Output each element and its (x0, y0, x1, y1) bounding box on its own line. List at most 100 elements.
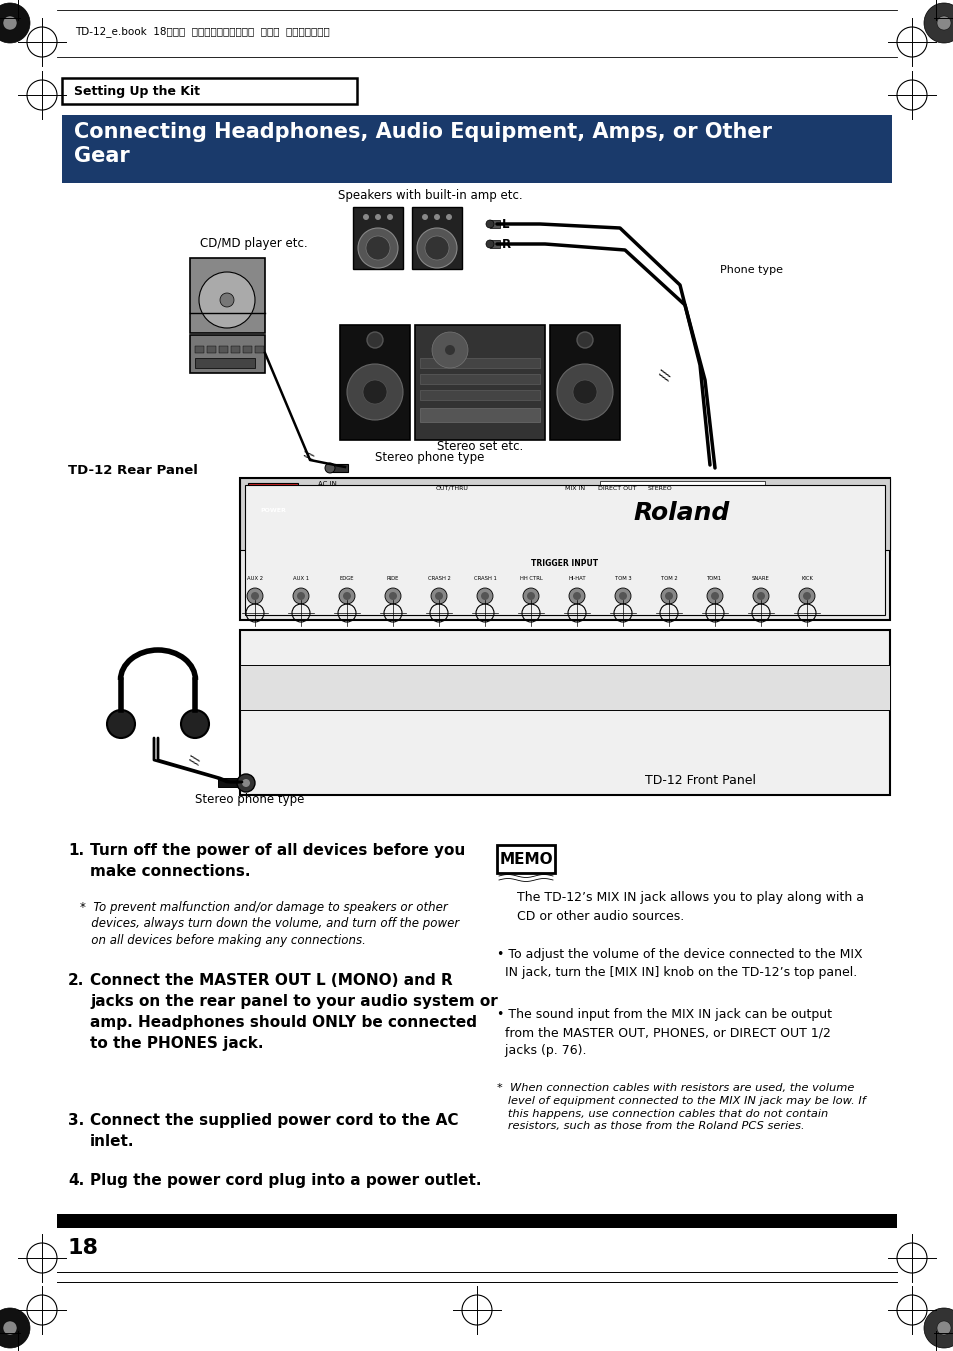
Text: Connect the supplied power cord to the AC
inlet.: Connect the supplied power cord to the A… (90, 1113, 458, 1148)
Circle shape (923, 3, 953, 43)
Circle shape (414, 503, 436, 526)
Text: AC IN: AC IN (317, 481, 336, 486)
Bar (419, 408, 539, 422)
Circle shape (936, 1321, 950, 1335)
Text: HH CTRL: HH CTRL (519, 576, 542, 581)
Text: Plug the power cord plug into a power outlet.: Plug the power cord plug into a power ou… (90, 1173, 481, 1188)
Circle shape (799, 588, 814, 604)
Text: R: R (501, 238, 511, 250)
Text: TOM 3: TOM 3 (614, 576, 631, 581)
Text: Stereo set etc.: Stereo set etc. (436, 440, 522, 454)
Bar (57, 1215, 896, 1228)
Bar (248, 484, 297, 538)
Text: Stereo phone type: Stereo phone type (194, 793, 304, 807)
Text: DIRECT OUT: DIRECT OUT (598, 485, 636, 490)
Circle shape (107, 711, 135, 738)
Circle shape (434, 213, 439, 220)
Text: AUX 1: AUX 1 (293, 576, 309, 581)
Bar (490, 220, 499, 228)
Circle shape (431, 588, 447, 604)
Circle shape (435, 592, 442, 600)
Bar (219, 346, 228, 353)
Bar (207, 346, 215, 353)
Circle shape (485, 220, 494, 228)
Text: STEREO: STEREO (647, 485, 672, 490)
Circle shape (923, 1308, 953, 1348)
Text: TRIGGER INPUT: TRIGGER INPUT (531, 558, 598, 567)
Circle shape (480, 592, 489, 600)
Bar (240, 478, 889, 620)
Text: *  To prevent malfunction and/or damage to speakers or other
   devices, always : * To prevent malfunction and/or damage t… (80, 901, 458, 947)
Circle shape (363, 380, 387, 404)
Text: TOM 2: TOM 2 (659, 576, 677, 581)
Circle shape (251, 592, 258, 600)
Circle shape (378, 503, 400, 526)
Circle shape (476, 588, 493, 604)
Bar (194, 358, 254, 367)
Text: SNARE: SNARE (751, 576, 769, 581)
Text: MEMO: MEMO (498, 851, 552, 866)
Text: Stereo phone type: Stereo phone type (375, 451, 484, 465)
Circle shape (618, 592, 626, 600)
Bar (550, 326, 619, 440)
Circle shape (416, 228, 456, 267)
Text: 1.: 1. (68, 843, 84, 858)
Text: L: L (501, 218, 509, 231)
Bar (243, 346, 252, 353)
Circle shape (0, 1308, 30, 1348)
Text: • To adjust the volume of the device connected to the MIX
  IN jack, turn the [M: • To adjust the volume of the device con… (497, 948, 862, 979)
Circle shape (384, 508, 395, 520)
Circle shape (664, 592, 672, 600)
Bar (330, 463, 348, 471)
Circle shape (444, 345, 455, 355)
Circle shape (3, 1321, 17, 1335)
Circle shape (354, 508, 366, 520)
Text: Connecting Headphones, Audio Equipment, Amps, or Other
Gear: Connecting Headphones, Audio Equipment, … (74, 122, 771, 166)
Text: Phone type: Phone type (720, 265, 782, 276)
Circle shape (526, 592, 535, 600)
Text: • The sound input from the MIX IN jack can be output
  from the MASTER OUT, PHON: • The sound input from the MIX IN jack c… (497, 1008, 831, 1056)
Circle shape (3, 16, 17, 30)
Circle shape (757, 592, 764, 600)
Text: 3.: 3. (68, 1113, 84, 1128)
Circle shape (296, 592, 305, 600)
Text: EDGE: EDGE (339, 576, 354, 581)
Circle shape (522, 588, 538, 604)
Circle shape (366, 236, 390, 259)
Circle shape (706, 588, 722, 604)
Text: TD-12_e.book  18ページ  ２００５年２月１８日  金曜日  午後６時３９分: TD-12_e.book 18ページ ２００５年２月１８日 金曜日 午後６時３９… (75, 27, 330, 38)
Text: 4.: 4. (68, 1173, 84, 1188)
Circle shape (418, 508, 431, 520)
Text: HI-HAT: HI-HAT (568, 576, 585, 581)
Bar (62, 78, 356, 104)
Text: Connect the MASTER OUT L (MONO) and R
jacks on the rear panel to your audio syst: Connect the MASTER OUT L (MONO) and R ja… (90, 973, 497, 1051)
Circle shape (325, 463, 335, 473)
Bar (240, 665, 889, 711)
Circle shape (660, 588, 677, 604)
Circle shape (432, 332, 468, 367)
Bar (415, 326, 544, 440)
Circle shape (518, 508, 531, 520)
Text: //: // (657, 369, 673, 382)
Circle shape (199, 272, 254, 328)
Bar (490, 240, 499, 249)
Circle shape (247, 588, 263, 604)
Text: Turn off the power of all devices before you
make connections.: Turn off the power of all devices before… (90, 843, 465, 880)
Text: AUX 2: AUX 2 (247, 576, 263, 581)
Text: //: // (302, 450, 316, 461)
Text: The TD-12’s MIX IN jack allows you to play along with a
CD or other audio source: The TD-12’s MIX IN jack allows you to pl… (517, 892, 863, 923)
Circle shape (936, 16, 950, 30)
Circle shape (802, 592, 810, 600)
Bar (240, 478, 889, 550)
Circle shape (0, 3, 30, 43)
Circle shape (236, 774, 254, 792)
Bar (412, 207, 461, 269)
Text: 18: 18 (68, 1238, 99, 1258)
Circle shape (242, 780, 250, 788)
Bar (231, 346, 240, 353)
Text: MIX IN: MIX IN (564, 485, 584, 490)
Text: CRASH 2: CRASH 2 (427, 576, 450, 581)
Bar (419, 374, 539, 384)
Bar (339, 326, 410, 440)
Text: POWER: POWER (260, 508, 286, 513)
